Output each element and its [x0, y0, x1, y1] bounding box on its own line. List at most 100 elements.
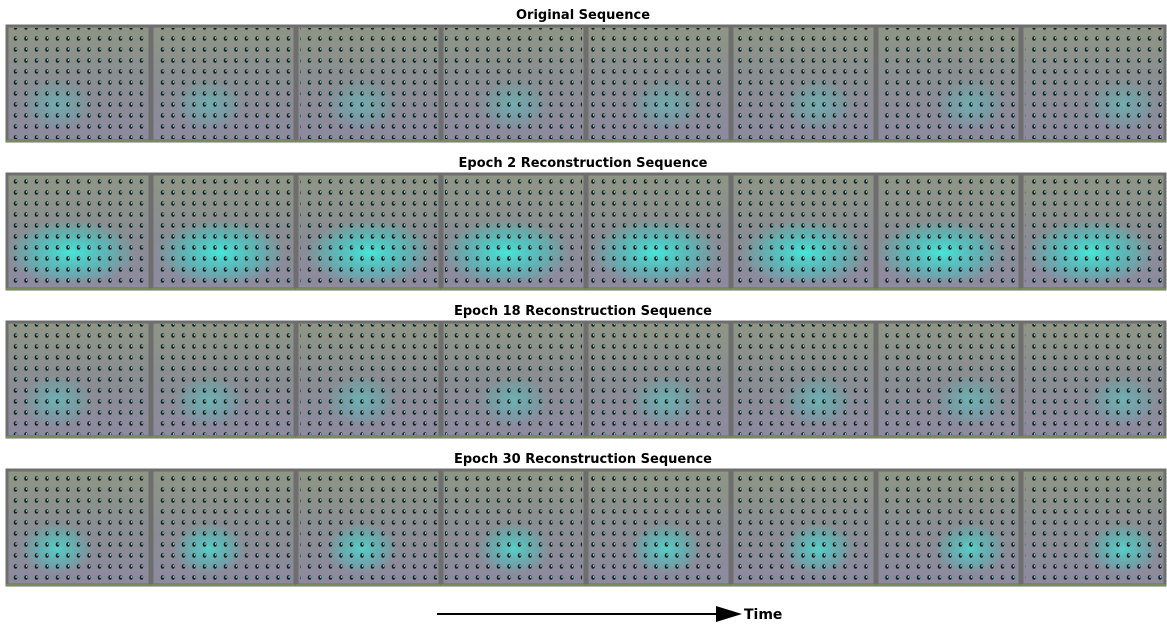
- marker-grid: [590, 28, 727, 139]
- figure: Original Sequence Epoch 2 Reconstruction …: [0, 0, 1167, 625]
- frame-edge: [876, 436, 1021, 438]
- marker-grid: [10, 176, 147, 287]
- time-label: Time: [744, 607, 782, 623]
- frame-edge: [151, 436, 296, 438]
- frame-edge: [151, 288, 296, 290]
- marker-grid: [735, 176, 872, 287]
- frame-edge: [1021, 436, 1166, 438]
- frame: [586, 321, 731, 438]
- row-title: Epoch 18 Reconstruction Sequence: [454, 304, 712, 319]
- marker-grid: [155, 472, 292, 583]
- marker-grid: [590, 176, 727, 287]
- frame-edge: [296, 436, 441, 438]
- frame: [876, 469, 1021, 586]
- marker-grid: [1025, 472, 1162, 583]
- frame-edge: [296, 288, 441, 290]
- frame-edge: [6, 584, 151, 586]
- marker-grid: [880, 176, 1017, 287]
- frame-edge: [296, 584, 441, 586]
- frame: [6, 173, 151, 290]
- frame: [586, 25, 731, 142]
- frame: [731, 321, 876, 438]
- frame: [6, 321, 151, 438]
- marker-grid: [735, 472, 872, 583]
- frame-edge: [6, 436, 151, 438]
- frame-edge: [441, 436, 586, 438]
- frame-edge: [1021, 584, 1166, 586]
- frame: [441, 469, 586, 586]
- frame-edge: [441, 584, 586, 586]
- frame: [731, 173, 876, 290]
- marker-grid: [300, 176, 437, 287]
- frame-edge: [6, 288, 151, 290]
- frame: [151, 25, 296, 142]
- frame-edge: [1021, 140, 1166, 142]
- frame-edge: [151, 584, 296, 586]
- marker-grid: [1025, 324, 1162, 435]
- frame: [1021, 321, 1166, 438]
- frame: [876, 321, 1021, 438]
- marker-grid: [155, 176, 292, 287]
- frame-edge: [731, 436, 876, 438]
- marker-grid: [445, 472, 582, 583]
- frame-edge: [6, 140, 151, 142]
- marker-grid: [155, 28, 292, 139]
- marker-grid: [735, 324, 872, 435]
- row-title: Epoch 2 Reconstruction Sequence: [459, 156, 708, 171]
- frame: [441, 173, 586, 290]
- frame-edge: [586, 584, 731, 586]
- frame: [151, 173, 296, 290]
- frame: [151, 469, 296, 586]
- frame: [151, 321, 296, 438]
- rows: Original Sequence Epoch 2 Reconstruction …: [6, 8, 1166, 586]
- frame: [876, 25, 1021, 142]
- row-title: Epoch 30 Reconstruction Sequence: [454, 452, 712, 467]
- marker-grid: [300, 324, 437, 435]
- frame: [6, 25, 151, 142]
- marker-grid: [300, 28, 437, 139]
- marker-grid: [445, 324, 582, 435]
- frame: [586, 173, 731, 290]
- frame-edge: [586, 140, 731, 142]
- frame: [441, 25, 586, 142]
- frame: [441, 321, 586, 438]
- row-title: Original Sequence: [516, 8, 650, 23]
- frame-edge: [1021, 288, 1166, 290]
- frame: [731, 25, 876, 142]
- frame-edge: [586, 288, 731, 290]
- marker-grid: [445, 28, 582, 139]
- frame-edge: [296, 140, 441, 142]
- frame: [6, 469, 151, 586]
- frame: [296, 469, 441, 586]
- marker-grid: [880, 28, 1017, 139]
- marker-grid: [590, 324, 727, 435]
- arrow-head: [716, 606, 742, 622]
- marker-grid: [10, 472, 147, 583]
- frame-edge: [876, 140, 1021, 142]
- frame: [296, 321, 441, 438]
- frame-edge: [586, 436, 731, 438]
- marker-grid: [735, 28, 872, 139]
- frame-edge: [876, 288, 1021, 290]
- frame: [731, 469, 876, 586]
- marker-grid: [880, 472, 1017, 583]
- marker-grid: [1025, 176, 1162, 287]
- frame: [1021, 469, 1166, 586]
- frame: [876, 173, 1021, 290]
- frame-edge: [151, 140, 296, 142]
- marker-grid: [10, 324, 147, 435]
- marker-grid: [880, 324, 1017, 435]
- marker-grid: [155, 324, 292, 435]
- frame-edge: [441, 288, 586, 290]
- frame: [1021, 25, 1166, 142]
- frame-edge: [731, 288, 876, 290]
- frame-edge: [731, 140, 876, 142]
- marker-grid: [445, 176, 582, 287]
- marker-grid: [300, 472, 437, 583]
- frame: [1021, 173, 1166, 290]
- frame: [296, 173, 441, 290]
- frame: [586, 469, 731, 586]
- frame: [296, 25, 441, 142]
- marker-grid: [10, 28, 147, 139]
- frame-edge: [731, 584, 876, 586]
